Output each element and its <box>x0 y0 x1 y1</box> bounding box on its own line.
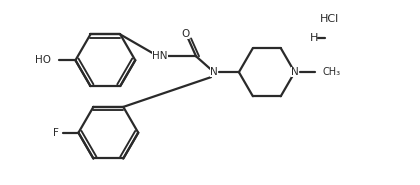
Text: CH₃: CH₃ <box>323 67 341 77</box>
Text: HO: HO <box>34 55 50 65</box>
Text: HCl: HCl <box>320 14 339 23</box>
Text: N: N <box>291 67 299 77</box>
Text: F: F <box>52 128 58 138</box>
Text: HN: HN <box>152 51 168 61</box>
Text: N: N <box>210 67 218 77</box>
Text: H: H <box>310 33 318 43</box>
Text: O: O <box>181 29 189 39</box>
